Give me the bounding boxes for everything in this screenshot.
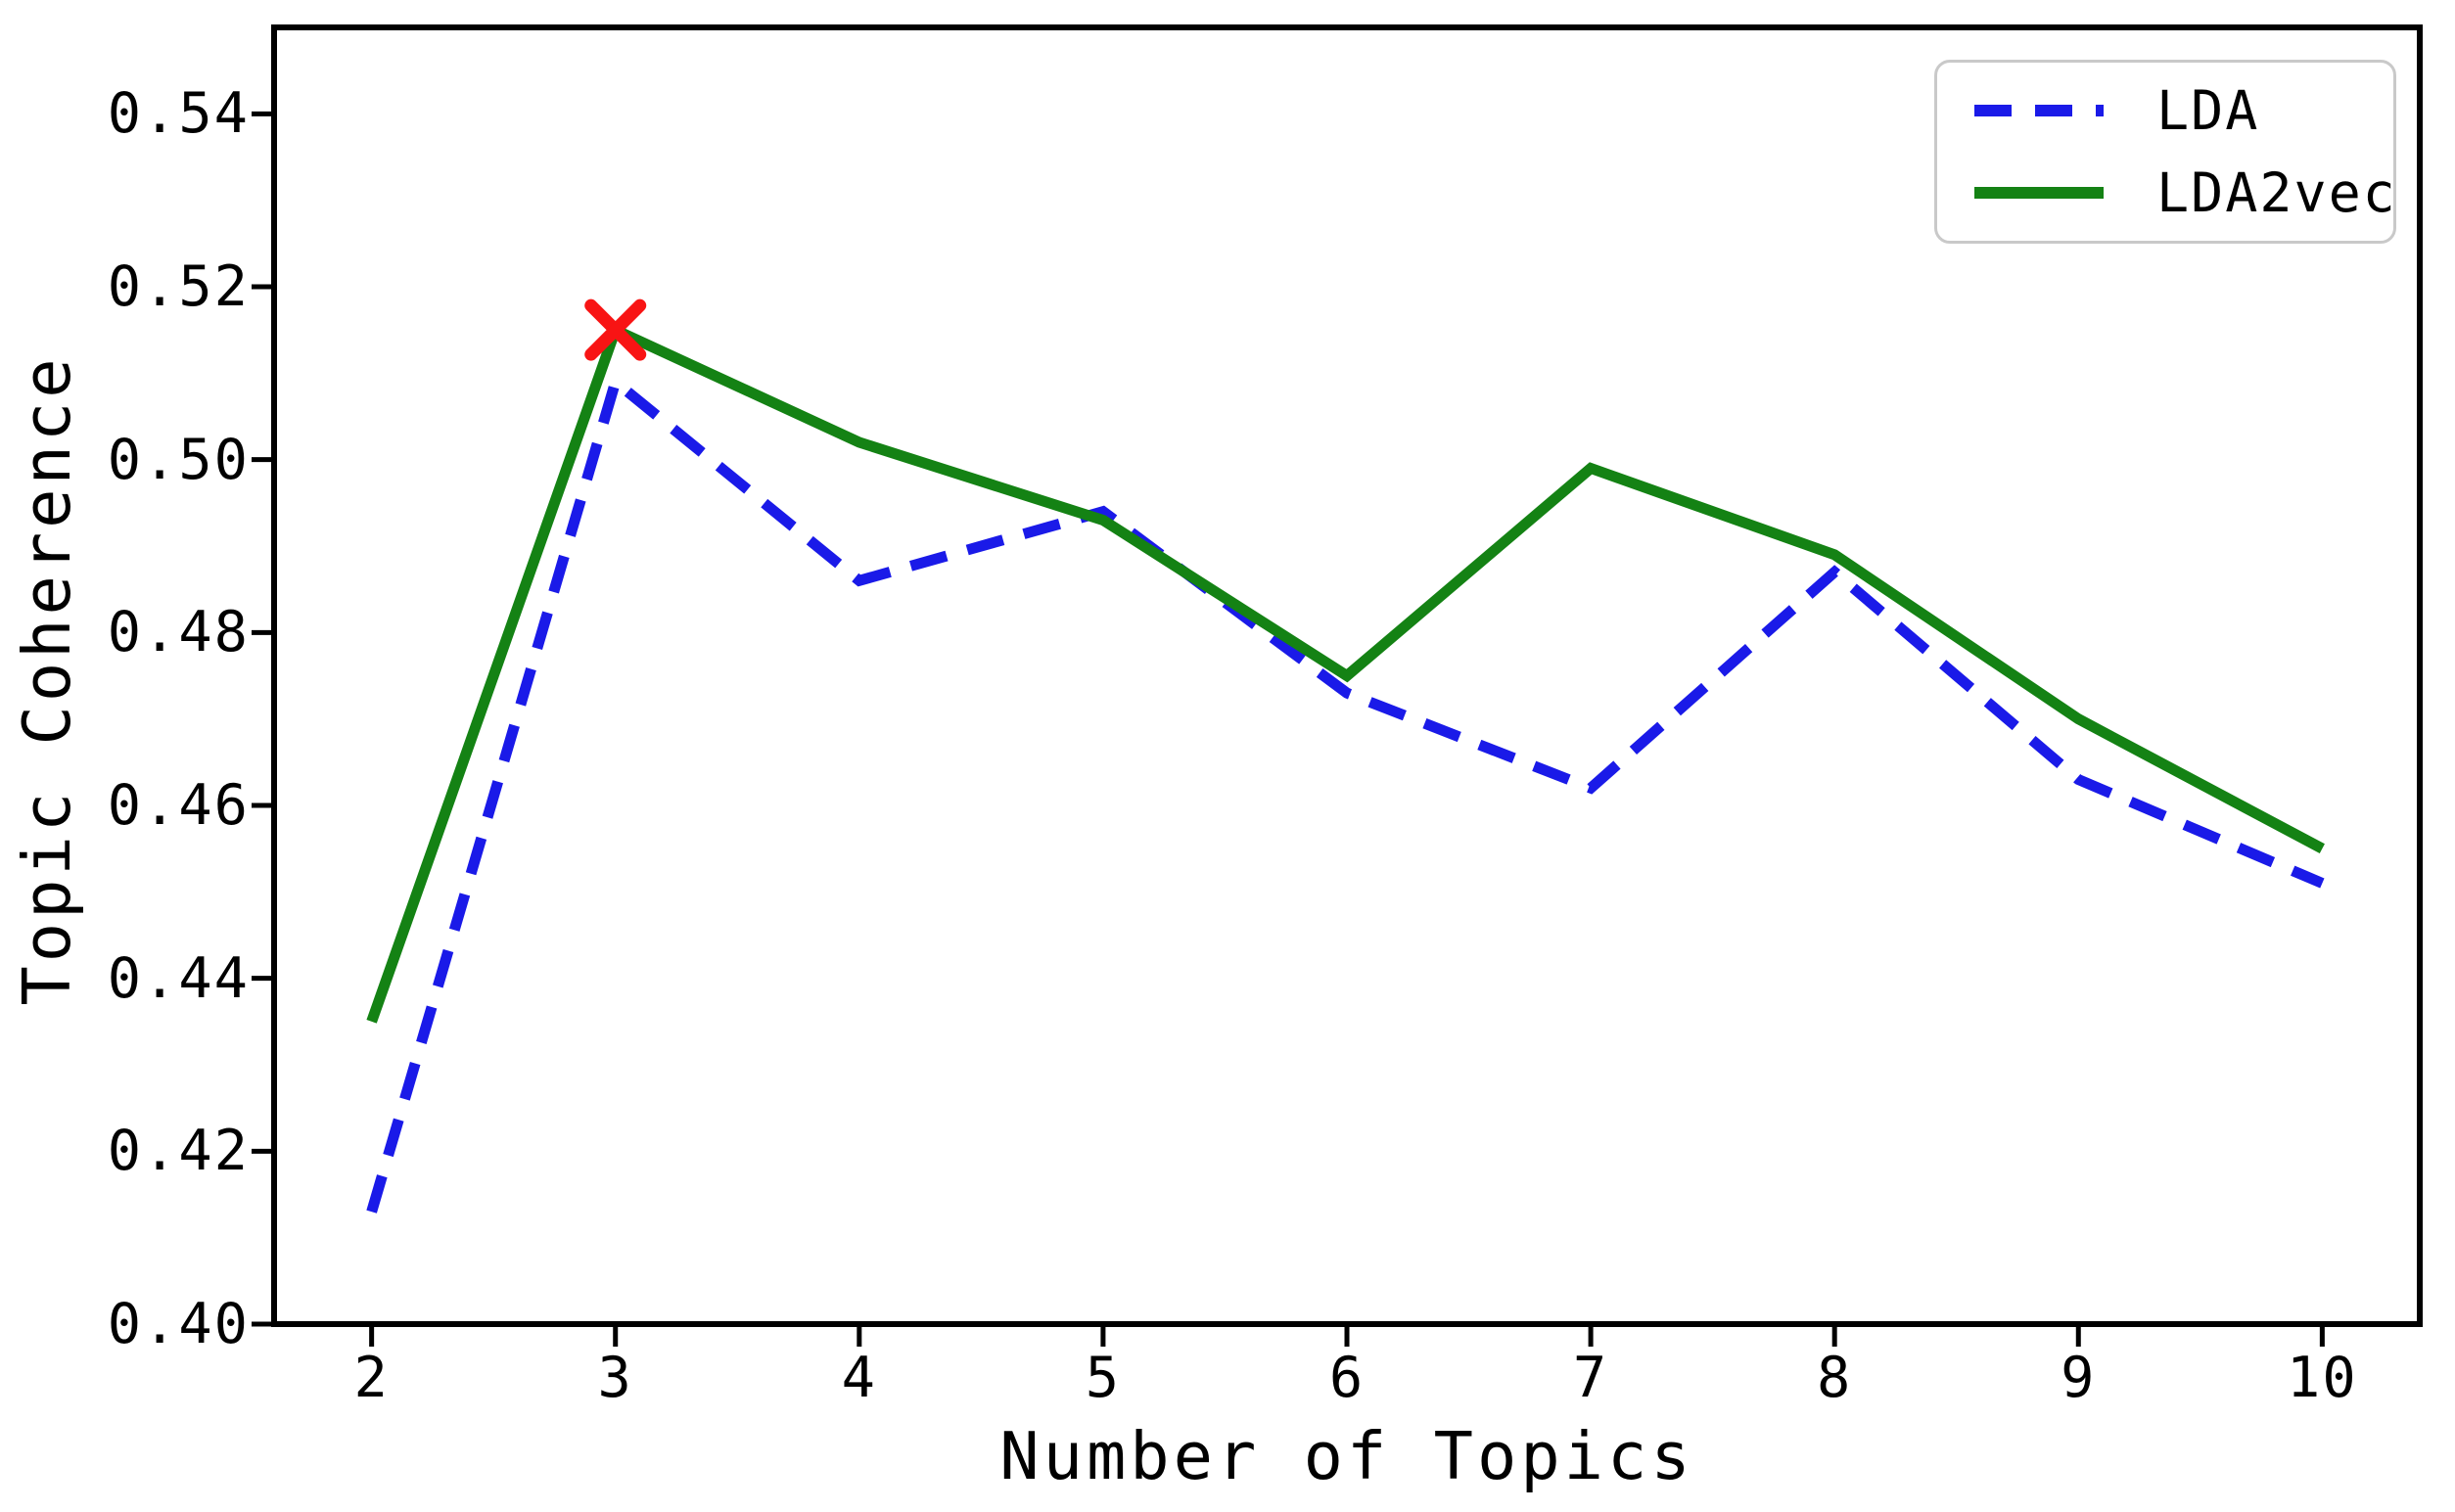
legend-label-lda: LDA [2156, 79, 2260, 142]
x-tick-label: 5 [1085, 1346, 1122, 1410]
y-tick-label: 0.44 [107, 945, 250, 1011]
lda2vec-line [366, 322, 2325, 1024]
x-tick-label: 4 [841, 1346, 877, 1410]
lda-dashed-line-sample [1974, 105, 2104, 116]
lda-line [366, 372, 2325, 1214]
y-tick-label: 0.42 [107, 1119, 250, 1184]
x-tick-label: 9 [2061, 1346, 2097, 1410]
x-axis-title: Number of Topics [999, 1418, 1694, 1494]
legend-item-lda: LDA [1970, 79, 2393, 142]
x-tick-label: 2 [353, 1346, 390, 1410]
y-tick-label: 0.52 [107, 254, 250, 319]
x-tick-label: 6 [1328, 1346, 1366, 1410]
y-tick-label: 0.50 [107, 427, 250, 492]
legend-label-lda2vec: LDA2vec [2156, 161, 2397, 224]
y-axis-title: Topic Coherence [9, 354, 85, 1006]
x-tick-label: 3 [597, 1346, 633, 1410]
x-tick-label: 8 [1817, 1346, 1853, 1410]
plot-frame [271, 24, 2423, 1327]
y-tick-label: 0.54 [107, 81, 250, 147]
legend: LDA LDA2vec [1934, 60, 2396, 244]
x-tick-label: 10 [2287, 1346, 2358, 1410]
legend-item-lda2vec: LDA2vec [1970, 161, 2395, 224]
y-tick-label: 0.48 [107, 600, 250, 665]
lda2vec-solid-line-sample [1974, 187, 2104, 199]
best-point-marker-x [584, 298, 647, 361]
y-tick-label: 0.46 [107, 773, 250, 838]
y-tick-label: 0.40 [107, 1292, 250, 1356]
x-tick-label: 7 [1572, 1346, 1609, 1410]
